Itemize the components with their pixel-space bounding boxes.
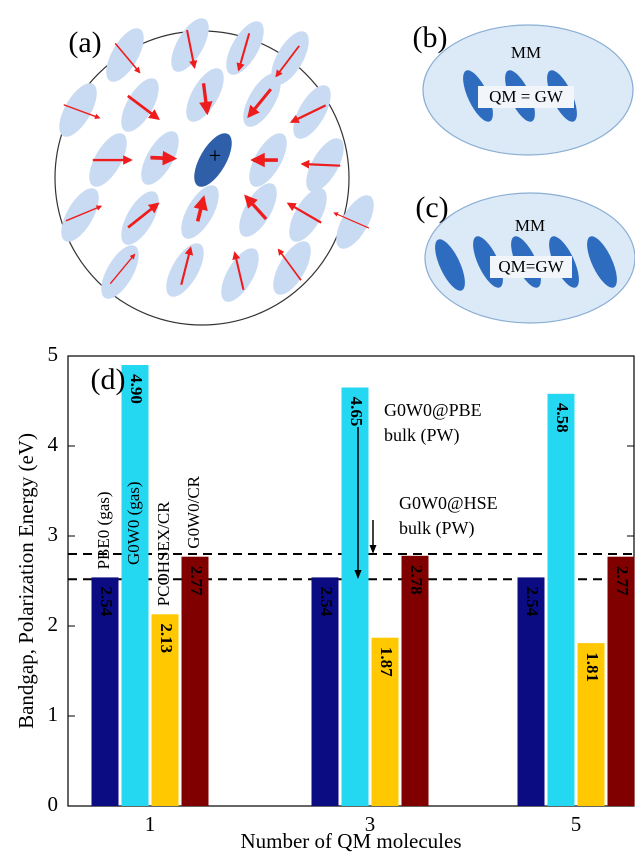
y-tick-label: 0 xyxy=(48,792,59,816)
bar xyxy=(548,394,575,806)
x-tick-label: 5 xyxy=(571,812,582,836)
annotation: bulk (PW) xyxy=(399,518,475,539)
qm-label: QM = GW xyxy=(489,87,564,106)
series-label: PBE0 (gas) xyxy=(94,491,113,569)
y-tick-label: 3 xyxy=(48,522,59,546)
annotation: G0W0@HSE xyxy=(399,493,498,513)
value-label: 2.54 xyxy=(523,587,542,617)
panel-label: (b) xyxy=(413,21,448,54)
panel-label: (d) xyxy=(91,363,126,396)
panel-a: + xyxy=(52,13,382,325)
y-tick-label: 2 xyxy=(48,612,59,636)
bar xyxy=(342,388,369,807)
mm-label: MM xyxy=(515,216,545,235)
y-axis-title: Bandgap, Polarization Energy (eV) xyxy=(14,433,38,729)
qm-label: QM=GW xyxy=(498,257,564,276)
value-label: 2.13 xyxy=(157,623,176,653)
x-axis-title: Number of QM molecules xyxy=(240,829,461,853)
annotation: G0W0@PBE xyxy=(384,400,482,420)
chart: 0 1 2 3 4 5 2.54 2.54 2.54 PBE0 (gas) 4.90 4.65 4.58… xyxy=(14,342,635,853)
y-tick-label: 1 xyxy=(48,702,59,726)
value-label: 2.77 xyxy=(613,566,632,596)
series-label: G0W0/CR xyxy=(184,475,203,548)
charge-sign: + xyxy=(209,143,221,168)
value-label: 4.65 xyxy=(347,397,366,427)
figure: + (a) MM QM = GW (b) MM QM=GW (c) 0 1 2 3 4 5… xyxy=(0,0,635,857)
series-label: G0W0 (gas) xyxy=(124,481,143,565)
mm-label: MM xyxy=(511,43,541,62)
panel-label: (a) xyxy=(68,26,101,59)
bar xyxy=(122,365,149,806)
y-tick-label: 5 xyxy=(48,342,59,366)
value-label: 4.58 xyxy=(553,403,572,433)
value-label: 1.81 xyxy=(583,652,602,682)
annotation: bulk (PW) xyxy=(384,425,460,446)
value-label: 2.77 xyxy=(187,566,206,596)
panel-label: (c) xyxy=(415,191,448,224)
y-tick-label: 4 xyxy=(48,432,59,456)
value-label: 4.90 xyxy=(127,374,146,404)
value-label: 2.54 xyxy=(317,587,336,617)
field-arrow xyxy=(150,158,174,159)
value-label: 2.78 xyxy=(407,565,426,595)
series-label: PCOHSEX/CR xyxy=(154,501,173,607)
panel-c: MM QM=GW xyxy=(425,193,635,323)
panel-b: MM QM = GW xyxy=(423,25,633,155)
value-label: 2.54 xyxy=(97,587,116,617)
x-tick-label: 1 xyxy=(145,812,156,836)
value-label: 1.87 xyxy=(377,647,396,677)
